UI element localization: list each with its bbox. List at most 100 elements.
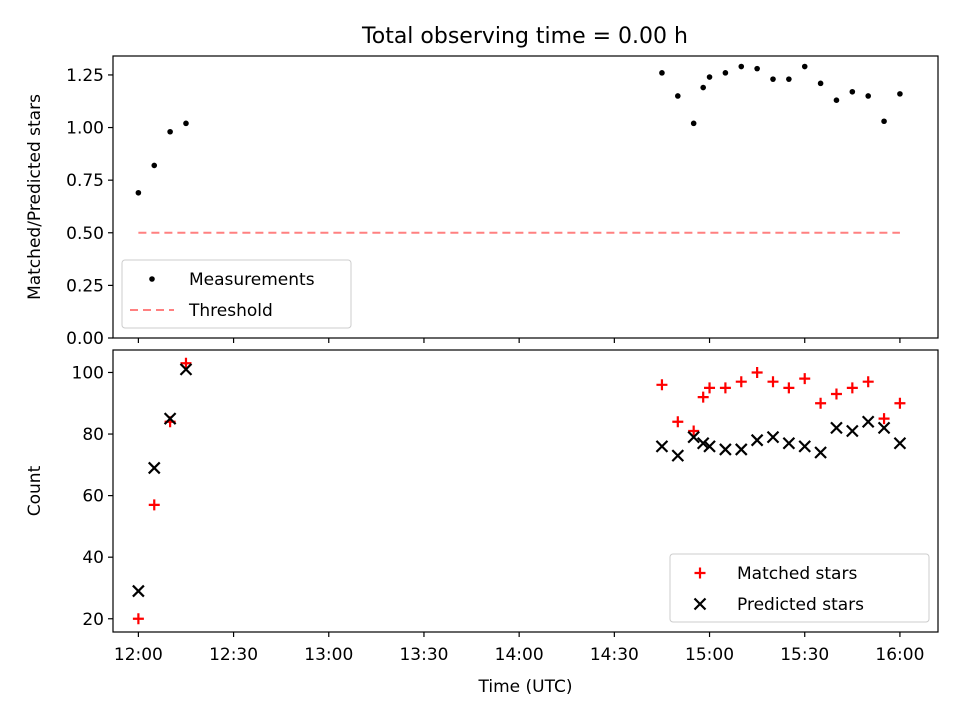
data-point (167, 128, 173, 135)
data-point (814, 446, 827, 459)
data-point (688, 425, 700, 437)
data-point (770, 76, 776, 82)
data-point (881, 118, 887, 125)
y-tick-label: 20 (82, 610, 104, 630)
data-point (719, 382, 731, 394)
data-point (694, 567, 706, 579)
y-axis-label: Count (25, 465, 45, 516)
data-point (817, 80, 824, 87)
data-point (830, 388, 842, 400)
legend-box (669, 553, 930, 623)
data-point (719, 443, 732, 456)
data-point (656, 379, 668, 391)
y-tick-label: 0.25 (66, 276, 104, 296)
y-tick-label: 0.50 (66, 224, 104, 244)
legend-label: Measurements (189, 270, 315, 290)
data-point (704, 382, 716, 394)
data-point (877, 421, 891, 435)
data-point (766, 430, 780, 444)
data-point (135, 189, 142, 196)
data-point (767, 376, 779, 388)
y-tick-label: 0.00 (66, 329, 104, 349)
data-point (861, 415, 875, 429)
data-point (815, 397, 827, 409)
x-tick-label: 16:00 (875, 645, 924, 665)
data-point (894, 397, 906, 409)
y-tick-label: 1.00 (66, 119, 104, 139)
data-point (672, 416, 684, 428)
data-point (833, 97, 840, 103)
y-tick-label: 0.75 (66, 171, 104, 191)
x-tick-label: 14:30 (590, 645, 639, 665)
data-point (697, 391, 709, 403)
x-tick-label: 13:30 (399, 645, 448, 665)
data-point (786, 76, 792, 82)
data-point (147, 461, 161, 475)
data-point (754, 65, 760, 72)
data-point (783, 382, 795, 394)
data-point (849, 88, 856, 95)
x-tick-label: 12:30 (209, 645, 258, 665)
legend: Measurements Threshold (121, 259, 352, 329)
data-point (675, 93, 681, 99)
data-point (735, 376, 747, 388)
data-point (801, 63, 808, 70)
legend-box (121, 259, 352, 329)
plot-frame (112, 55, 939, 339)
data-point (706, 74, 713, 80)
data-point (878, 413, 890, 425)
data-point (149, 276, 155, 282)
data-point (750, 433, 764, 447)
data-point (148, 499, 160, 511)
y-tick-label: 60 (82, 487, 104, 507)
chart-title: Total observing time = 0.00 h (361, 24, 688, 49)
data-point (751, 366, 763, 378)
data-point (659, 70, 665, 76)
data-point (734, 443, 748, 456)
x-tick-label: 15:00 (685, 645, 734, 665)
data-point (798, 440, 812, 453)
data-point (151, 162, 158, 169)
data-point (830, 421, 843, 435)
data-point (163, 412, 177, 425)
data-point (690, 120, 697, 127)
data-point (687, 430, 700, 444)
data-point (671, 449, 685, 462)
data-point (865, 93, 871, 99)
x-axis-label: Time (UTC) (478, 677, 573, 697)
data-point (893, 437, 907, 450)
x-tick-label: 14:00 (495, 645, 544, 665)
data-point (846, 424, 859, 438)
data-point (738, 63, 745, 70)
y-tick-label: 80 (82, 425, 104, 445)
data-point (700, 84, 706, 91)
data-point (799, 373, 811, 385)
y-tick-label: 1.25 (66, 66, 104, 86)
data-point (179, 363, 193, 376)
data-point (846, 382, 858, 394)
data-point (722, 70, 729, 76)
legend: Matched stars Predicted stars (669, 553, 930, 623)
data-point (132, 613, 144, 625)
x-tick-label: 15:30 (780, 645, 829, 665)
x-tick-label: 12:00 (114, 645, 163, 665)
legend-label: Predicted stars (737, 595, 864, 615)
data-point (862, 376, 874, 388)
data-point (782, 437, 796, 450)
y-tick-label: 40 (82, 548, 104, 568)
y-axis-label: Matched/Predicted stars (25, 94, 45, 300)
data-point (897, 91, 903, 97)
data-point (696, 437, 710, 450)
data-point (655, 440, 669, 453)
data-point (703, 440, 716, 453)
data-point (180, 357, 192, 369)
data-point (132, 584, 145, 598)
legend-label: Matched stars (737, 564, 857, 584)
data-point (183, 120, 189, 127)
y-tick-label: 100 (72, 363, 104, 383)
plot-frame (112, 349, 939, 633)
data-point (693, 597, 707, 611)
x-tick-label: 13:00 (304, 645, 353, 665)
